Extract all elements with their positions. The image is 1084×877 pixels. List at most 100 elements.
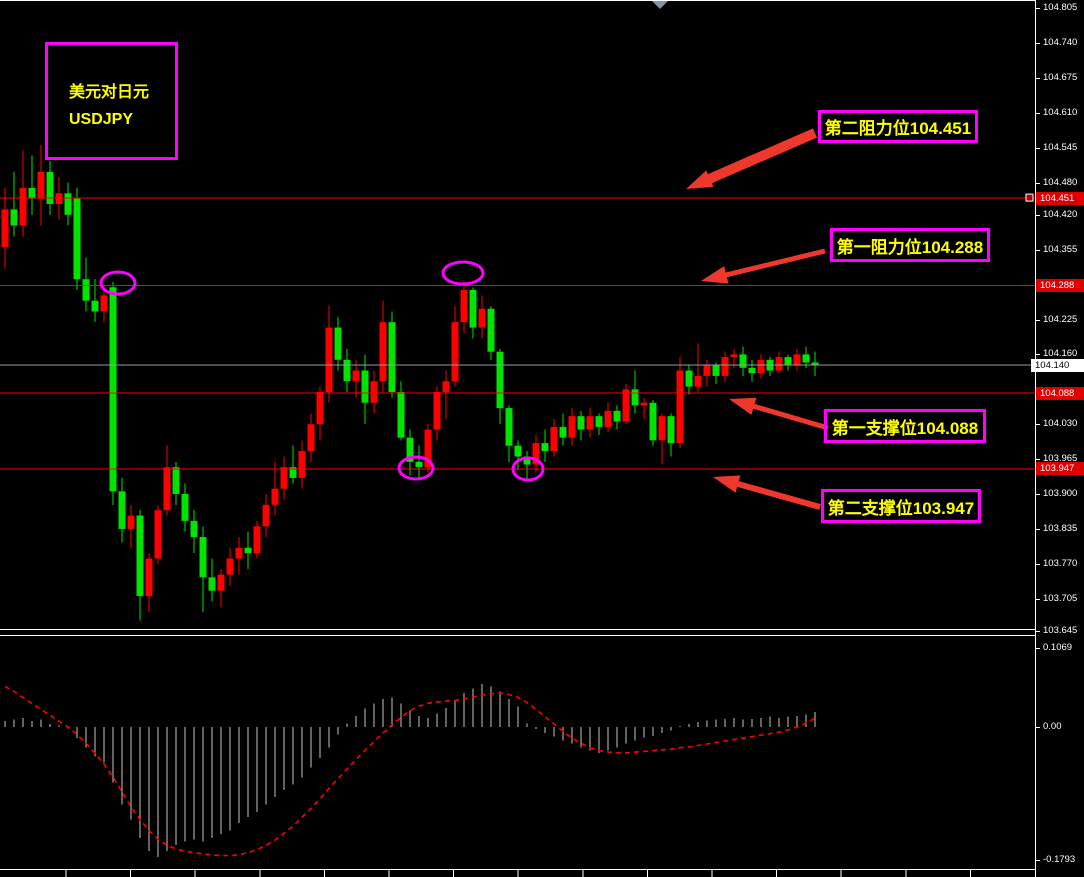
price-level-badge-104451[interactable]: 104.451 [1036, 191, 1084, 205]
candle-body [811, 362, 819, 366]
axis-tick-mark [1036, 215, 1040, 216]
arrow-annotation[interactable] [686, 128, 817, 189]
candle-body [46, 171, 54, 205]
candle-body [127, 515, 135, 529]
macd-tick-label: 0.00 [1043, 721, 1062, 732]
axis-tick-mark [1036, 8, 1040, 9]
candle-body [424, 429, 432, 468]
ellipse-mark[interactable] [397, 455, 435, 481]
candle-body [280, 467, 288, 489]
support1-label-box[interactable]: 第一支撑位104.088 [824, 409, 986, 443]
candle-body [604, 410, 612, 427]
candle-body [595, 416, 603, 427]
support1-label-text: 第一支撑位104.088 [831, 418, 979, 438]
candle-body [568, 416, 576, 438]
arrow-annotation[interactable] [701, 248, 826, 284]
ellipse-mark[interactable] [99, 270, 137, 296]
axis-tick-mark [1036, 78, 1040, 79]
candle-body [361, 370, 369, 403]
scroll-to-end-marker[interactable] [652, 1, 668, 9]
candle-body [415, 461, 423, 468]
arrow-annotation[interactable] [729, 397, 829, 431]
price-tick-label: 104.610 [1043, 107, 1078, 118]
macd-signal-line [4, 685, 816, 857]
candle-body [649, 402, 657, 441]
candle-body [334, 327, 342, 360]
price-tick-label: 104.225 [1043, 314, 1078, 325]
candle-body [721, 357, 729, 376]
price-tick-label: 104.160 [1043, 348, 1078, 359]
axis-tick-mark [1036, 727, 1040, 728]
candle-body [109, 287, 117, 492]
candle-body [478, 308, 486, 328]
candle-body [154, 510, 162, 559]
candle-body [163, 467, 171, 511]
axis-tick-mark [1036, 424, 1040, 425]
resistance1-label-box[interactable]: 第一阻力位104.288 [830, 228, 990, 262]
line-anchor-marker[interactable] [1025, 193, 1034, 202]
candle-body [1, 209, 9, 247]
candle-body [244, 547, 252, 554]
candle-body [64, 193, 72, 215]
axis-tick-mark [1036, 113, 1040, 114]
candle-body [118, 491, 126, 529]
axis-tick-mark [1036, 183, 1040, 184]
macd-tick-label: -0.1793 [1043, 854, 1076, 865]
candle-body [55, 193, 63, 205]
candle-body [82, 279, 90, 301]
price-level-badge-104140[interactable]: 104.140 [1031, 358, 1084, 372]
axis-tick-mark [1036, 529, 1040, 530]
candle-body [262, 504, 270, 527]
axis-tick-mark [1036, 648, 1040, 649]
resistance1-label-text: 第一阻力位104.288 [836, 237, 984, 257]
candle-body [577, 416, 585, 430]
candle-body [433, 392, 441, 430]
candle-body [145, 558, 153, 597]
axis-tick-mark [1036, 494, 1040, 495]
support2-label-box[interactable]: 第二支撑位103.947 [821, 489, 981, 523]
candle-body [316, 392, 324, 425]
resistance2-label-text: 第二阻力位104.451 [824, 119, 972, 138]
candle-body [523, 456, 531, 465]
instrument-label-box[interactable]: 美元对日元 USDJPY [45, 42, 178, 160]
resistance2-label-box[interactable]: 第二阻力位104.451 [818, 110, 978, 143]
candle-body [370, 381, 378, 403]
price-level-badge-104088[interactable]: 104.088 [1036, 386, 1084, 400]
candle-body [685, 370, 693, 387]
candle-body [352, 370, 360, 382]
candle-body [775, 357, 783, 371]
price-tick-label: 103.900 [1043, 488, 1078, 499]
axis-tick-mark [1036, 320, 1040, 321]
ellipse-mark[interactable] [511, 456, 545, 482]
price-level-badge-104288[interactable]: 104.288 [1036, 279, 1084, 293]
macd-tick-label: 0.1069 [1043, 642, 1073, 653]
price-tick-label: 103.835 [1043, 523, 1078, 534]
price-tick-label: 104.420 [1043, 209, 1078, 220]
candle-body [289, 467, 297, 478]
candle-body [235, 547, 243, 559]
candle-body [541, 443, 549, 452]
price-tick-label: 103.770 [1043, 558, 1078, 569]
axis-tick-mark [1036, 250, 1040, 251]
price-tick-label: 103.965 [1043, 453, 1078, 464]
axis-tick-mark [1036, 599, 1040, 600]
price-tick-label: 104.740 [1043, 37, 1078, 48]
candle-body [460, 289, 468, 323]
price-level-badge-103947[interactable]: 103.947 [1036, 462, 1084, 476]
candle-body [694, 375, 702, 387]
candle-body [136, 515, 144, 597]
candle-body [10, 209, 18, 226]
arrow-annotation[interactable] [713, 475, 821, 510]
candle-body [667, 416, 675, 444]
candle-body [748, 367, 756, 374]
price-tick-label: 104.030 [1043, 418, 1078, 429]
instrument-name-cn: 美元对日元 [69, 84, 150, 101]
candle-body [28, 187, 36, 199]
ellipse-mark[interactable] [441, 260, 485, 286]
candle-body [91, 300, 99, 312]
candle-body [730, 354, 738, 358]
price-tick-label: 104.480 [1043, 177, 1078, 188]
price-axis[interactable]: 104.805 104.740 104.675 104.610 104.545 104.4… [1035, 0, 1084, 877]
candle-body [514, 445, 522, 457]
